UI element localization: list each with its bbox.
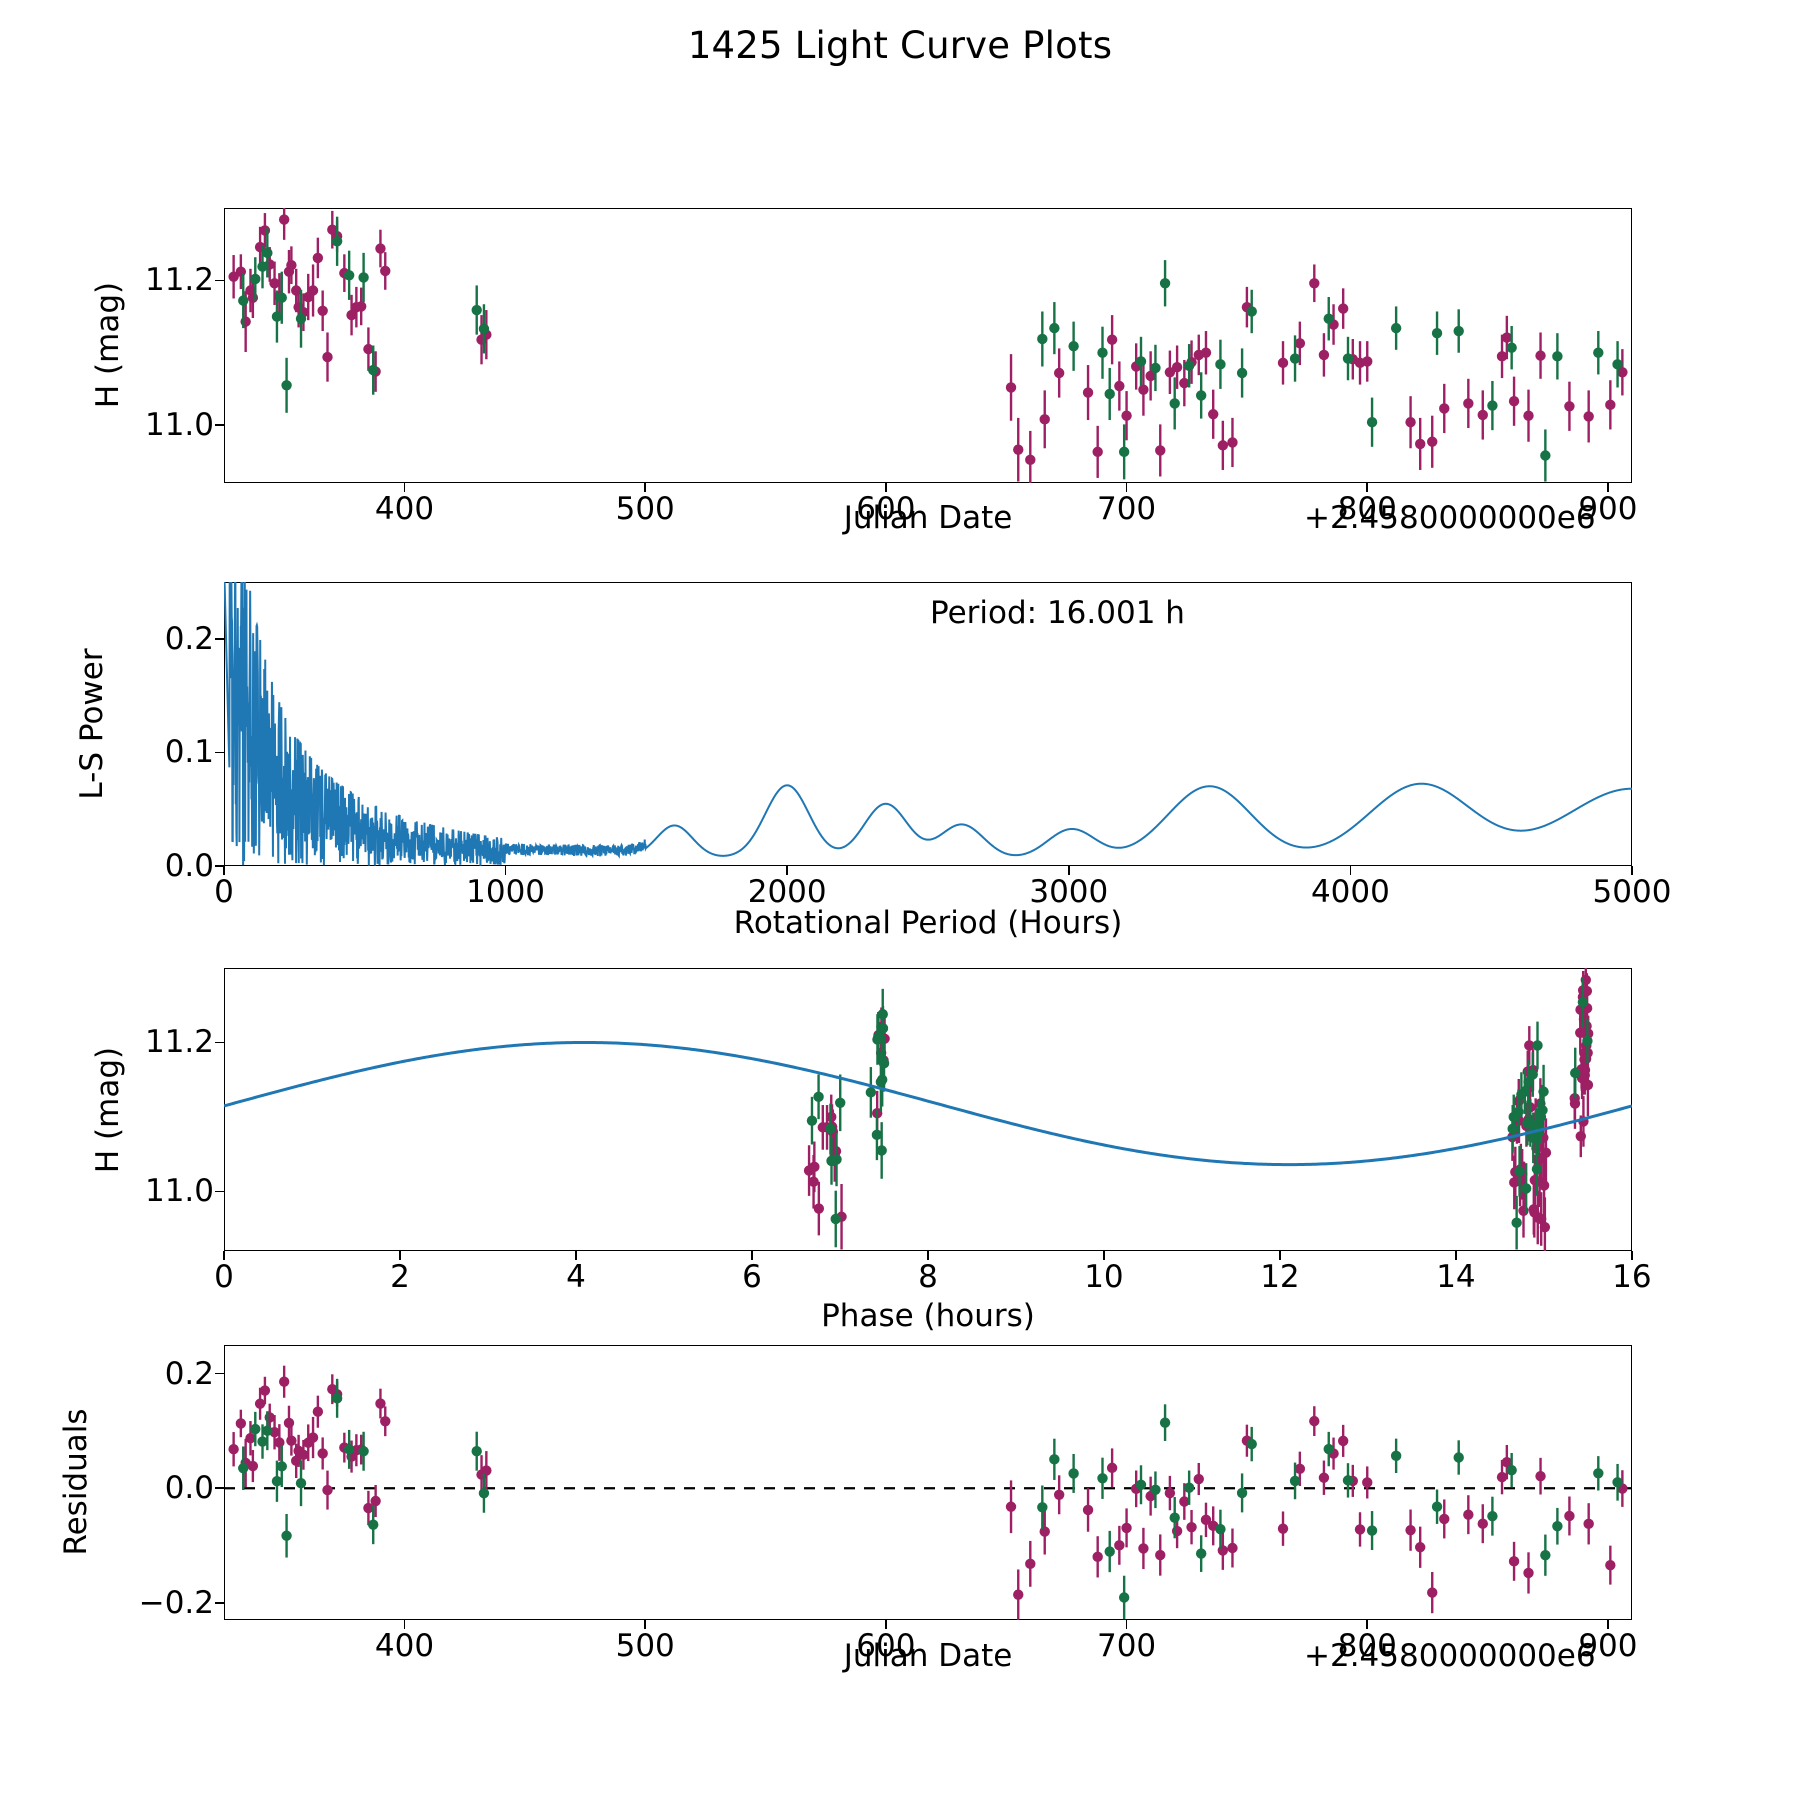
ytick-periodogram: 0.2 (164, 620, 214, 657)
tick-mark (786, 866, 788, 875)
xtick-periodogram: 2000 (747, 874, 827, 910)
tick-mark (215, 865, 224, 867)
tick-mark (1125, 1620, 1128, 1629)
axis-label-y-periodogram: L-S Power (74, 648, 110, 800)
tick-mark (644, 483, 646, 492)
tick-mark (223, 866, 225, 875)
ytick-residuals: 0.0 (164, 1470, 214, 1507)
xtick-periodogram: 5000 (1592, 874, 1672, 910)
xtick-lightcurve: 800 (1337, 491, 1397, 527)
xtick-periodogram: 4000 (1310, 874, 1390, 910)
xtick-phase: 6 (742, 1259, 762, 1295)
tick-mark (885, 1620, 887, 1629)
tick-mark (1455, 1251, 1457, 1260)
xtick-residuals: 900 (1578, 1628, 1638, 1664)
xtick-lightcurve: 900 (1578, 491, 1638, 527)
ytick-lightcurve: 11.2 (144, 262, 214, 299)
axes-frame-lightcurve (224, 208, 1632, 483)
xtick-phase: 14 (1436, 1259, 1476, 1295)
xtick-phase: 4 (566, 1259, 586, 1295)
xtick-periodogram: 3000 (1029, 874, 1109, 910)
ytick-phase: 11.2 (144, 1024, 214, 1061)
xtick-lightcurve: 600 (856, 491, 916, 527)
tick-mark (215, 638, 224, 640)
tick-mark (215, 1190, 224, 1193)
periodogram-plot-area (224, 582, 1632, 866)
axis-label-y-residuals: Residuals (58, 1408, 94, 1556)
xtick-phase: 16 (1612, 1259, 1652, 1295)
axis-offset-residuals: +2.4580000000e6 (1304, 1638, 1596, 1674)
axis-offset-lightcurve: +2.4580000000e6 (1304, 500, 1596, 536)
axes-frame-residuals (224, 1345, 1632, 1620)
tick-mark (215, 1487, 224, 1490)
xtick-phase: 2 (390, 1259, 410, 1295)
panel-lightcurve (224, 208, 1632, 483)
ytick-periodogram: 0.1 (164, 734, 214, 771)
tick-mark (1103, 1251, 1105, 1260)
tick-mark (223, 1251, 225, 1260)
ytick-residuals: 0.2 (164, 1355, 214, 1392)
xtick-periodogram: 0 (214, 874, 234, 910)
residuals-plot-area (224, 1365, 1632, 1620)
panel-residuals (224, 1345, 1632, 1620)
xtick-residuals: 600 (856, 1628, 916, 1664)
tick-mark (751, 1251, 753, 1260)
tick-mark (399, 1251, 401, 1260)
xtick-residuals: 700 (1096, 1628, 1157, 1664)
axis-label-x-lightcurve: Julian Date (843, 500, 1013, 536)
ytick-lightcurve: 11.0 (144, 407, 214, 444)
tick-mark (215, 1372, 224, 1375)
tick-mark (504, 866, 507, 875)
axes-frame-phase (224, 968, 1632, 1251)
tick-mark (403, 1620, 406, 1629)
xtick-phase: 8 (918, 1259, 938, 1295)
tick-mark (1068, 866, 1070, 875)
period-annotation: Period: 16.001 h (930, 595, 1185, 631)
panel-phase (224, 968, 1632, 1251)
axis-label-x-periodogram: Rotational Period (Hours) (733, 905, 1123, 941)
xtick-phase: 10 (1084, 1259, 1124, 1295)
tick-mark (215, 751, 224, 754)
tick-mark (1125, 483, 1128, 492)
panel-periodogram (224, 582, 1632, 866)
tick-mark (215, 279, 224, 282)
xtick-periodogram: 1000 (466, 874, 546, 910)
tick-mark (644, 1620, 646, 1629)
axes-frame-periodogram (224, 582, 1632, 866)
xtick-residuals: 400 (374, 1628, 435, 1664)
axis-label-x-phase: Phase (hours) (821, 1298, 1035, 1334)
ytick-phase: 11.0 (144, 1173, 214, 1210)
tick-mark (1607, 483, 1609, 492)
ytick-periodogram: 0.0 (164, 848, 214, 884)
tick-mark (885, 483, 887, 492)
xtick-lightcurve: 700 (1096, 491, 1157, 527)
xtick-phase: 0 (214, 1259, 234, 1295)
xtick-lightcurve: 400 (374, 491, 435, 527)
tick-mark (215, 424, 224, 426)
xtick-lightcurve: 500 (615, 491, 675, 527)
tick-mark (1631, 1251, 1633, 1260)
tick-mark (1279, 1251, 1281, 1260)
page-title: 1425 Light Curve Plots (687, 24, 1113, 67)
xtick-residuals: 500 (615, 1628, 675, 1664)
tick-mark (1366, 1620, 1369, 1629)
tick-mark (215, 1602, 224, 1604)
phase-plot-area (224, 968, 1632, 1251)
tick-mark (403, 483, 406, 492)
tick-mark (1607, 1620, 1609, 1629)
tick-mark (215, 1041, 224, 1044)
tick-mark (1349, 866, 1352, 875)
tick-mark (927, 1251, 929, 1260)
xtick-phase: 12 (1260, 1259, 1300, 1295)
tick-mark (1366, 483, 1369, 492)
axis-label-x-residuals: Julian Date (843, 1638, 1013, 1674)
lightcurve-plot-area (228, 208, 1628, 483)
xtick-residuals: 800 (1337, 1628, 1397, 1664)
tick-mark (1631, 866, 1633, 875)
ytick-residuals: −0.2 (138, 1584, 214, 1621)
tick-mark (575, 1251, 577, 1260)
